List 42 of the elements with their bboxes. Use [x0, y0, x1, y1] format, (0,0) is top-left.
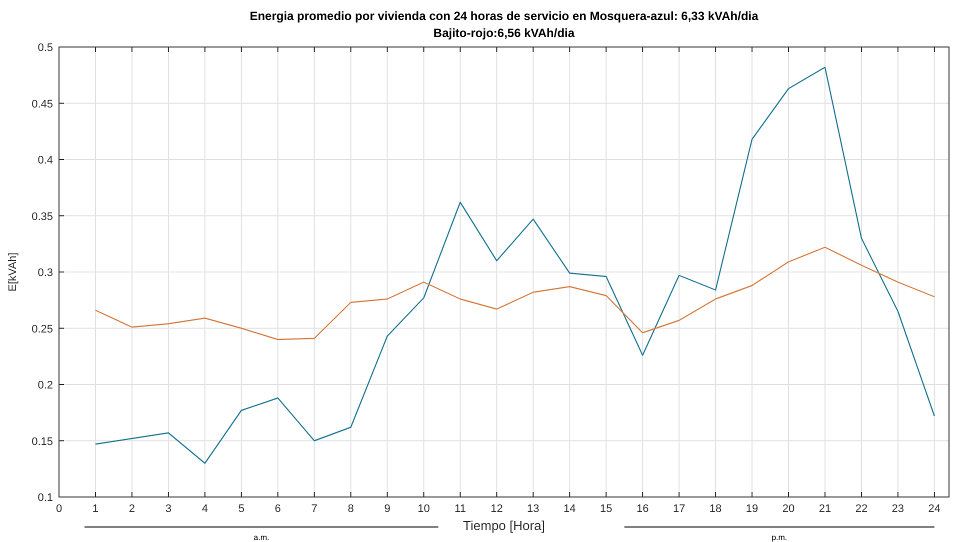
x-tick-label: 21 [818, 503, 832, 515]
line-series [94, 66, 936, 464]
y-axis-title: E[kVAh] [7, 252, 19, 292]
x-tick-label: 19 [746, 503, 758, 515]
x-tick-label: 1 [92, 503, 99, 515]
x-tick-label: 8 [348, 503, 354, 515]
y-tick-label: 0.45 [32, 98, 53, 110]
x-tick-label: 3 [165, 503, 172, 515]
x-tick-label: 20 [782, 503, 795, 515]
chart-subtitle: Bajito-rojo:6,56 kVAh/dia [433, 26, 575, 40]
y-tick-label: 0.2 [38, 380, 53, 392]
x-tick-label: 7 [311, 503, 318, 515]
x-tick-label: 2 [128, 503, 136, 515]
x-tick-label: 24 [928, 503, 941, 515]
x-tick-label: 22 [855, 503, 868, 515]
text: a.m. [254, 533, 270, 542]
x-tick-label: 6 [274, 503, 281, 515]
y-tick-label: 0.4 [38, 154, 53, 166]
x-tick-label: 5 [238, 503, 244, 515]
text: p.m. [772, 533, 788, 542]
y-tick-label: 0.15 [32, 436, 53, 448]
chart-title: Energia promedio por vivienda con 24 horas de servicio en Mosquera-azul: 6,33 kVAh/dia [250, 9, 759, 23]
y-tick-label: 0.25 [32, 323, 53, 336]
x-tick-label: 14 [564, 503, 576, 515]
x-tick-label: 13 [527, 503, 540, 515]
x-axis-title: Tiempo [Hora] [463, 518, 545, 533]
x-tick-label: 10 [418, 503, 430, 515]
x-tick-label: 17 [672, 503, 686, 515]
x-tick-label: 18 [709, 503, 722, 515]
x-tick-label: 12 [490, 503, 503, 515]
y-tick-label: 0.3 [38, 267, 53, 279]
x-tick-label: 11 [454, 503, 466, 515]
x-tick-label: 23 [892, 503, 904, 515]
x-tick-label: 0 [56, 503, 62, 515]
x-tick-label: 4 [202, 503, 208, 515]
y-tick-label: 0.1 [38, 492, 53, 504]
y-tick-label: 0.5 [38, 42, 53, 54]
x-tick-label: 15 [600, 503, 612, 515]
x-tick-label: 9 [384, 503, 390, 515]
line-series [94, 246, 936, 340]
y-tick-label: 0.35 [32, 210, 53, 223]
x-tick-label: 16 [636, 503, 649, 515]
